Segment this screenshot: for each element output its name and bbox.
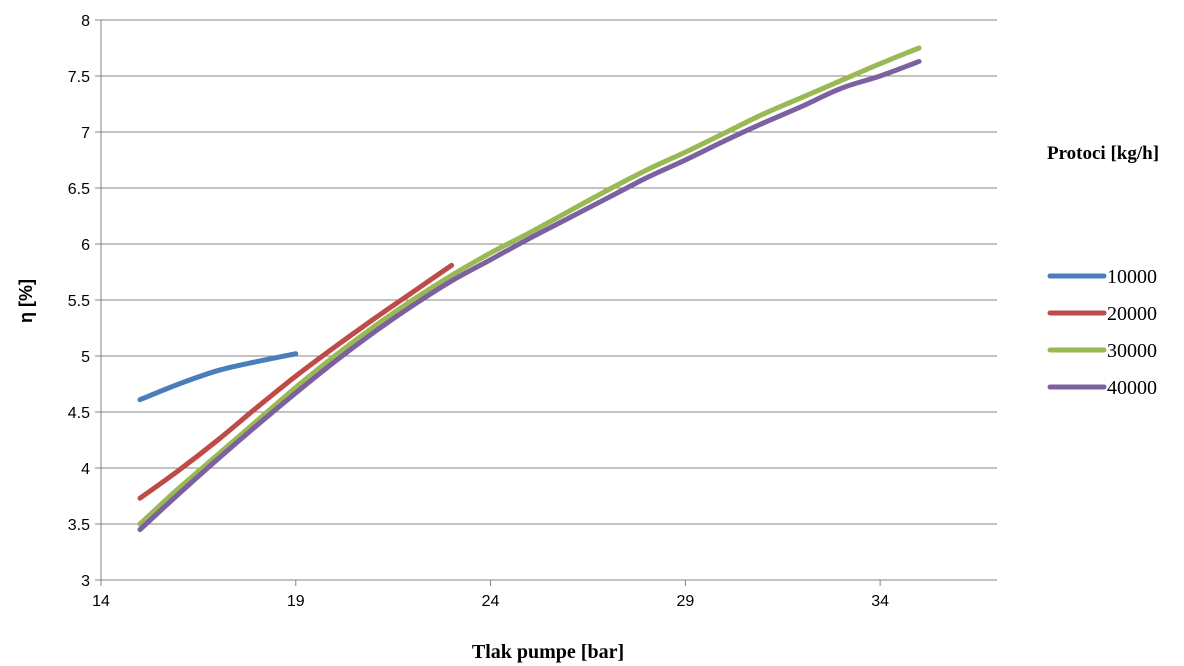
y-tick-labels: 3 3.5 4 4.5 5 5.5 6 6.5 7 7.5 8	[68, 13, 90, 590]
x-tick-label: 34	[871, 593, 889, 610]
y-tick-label: 6.5	[68, 181, 90, 198]
legend-label-20000: 20000	[1107, 303, 1157, 325]
x-tick-label: 24	[482, 593, 500, 610]
y-tick-label: 5	[81, 349, 90, 366]
legend-label-40000: 40000	[1107, 377, 1157, 399]
x-tick-labels: 14 19 24 29 34	[92, 593, 889, 610]
series-line-20000	[137, 262, 455, 501]
y-tick-label: 5.5	[68, 293, 90, 310]
y-tick-label: 4.5	[68, 405, 90, 422]
axes	[95, 19, 997, 586]
legend: 10000 20000 30000 40000	[1047, 266, 1157, 399]
y-tick-label: 7.5	[68, 69, 90, 86]
legend-label-30000: 30000	[1107, 340, 1157, 362]
series-line-40000	[137, 58, 922, 533]
y-tick-label: 6	[81, 237, 90, 254]
x-tick-label: 19	[287, 593, 305, 610]
legend-label-10000: 10000	[1107, 266, 1157, 288]
series-line-30000	[137, 45, 922, 527]
x-tick-label: 14	[92, 593, 110, 610]
y-axis-title: η [%]	[16, 279, 36, 323]
y-tick-label: 3.5	[68, 517, 90, 534]
series-line-10000	[137, 351, 299, 403]
x-tick-label: 29	[676, 593, 694, 610]
y-tick-label: 3	[81, 573, 90, 590]
legend-title: Protoci [kg/h]	[1047, 143, 1159, 164]
y-tick-label: 8	[81, 13, 90, 30]
y-tick-label: 4	[81, 461, 90, 478]
y-tick-label: 7	[81, 125, 90, 142]
series-lines	[137, 45, 922, 533]
x-axis-title: Tlak pumpe [bar]	[472, 641, 624, 663]
grid-lines	[101, 19, 997, 525]
